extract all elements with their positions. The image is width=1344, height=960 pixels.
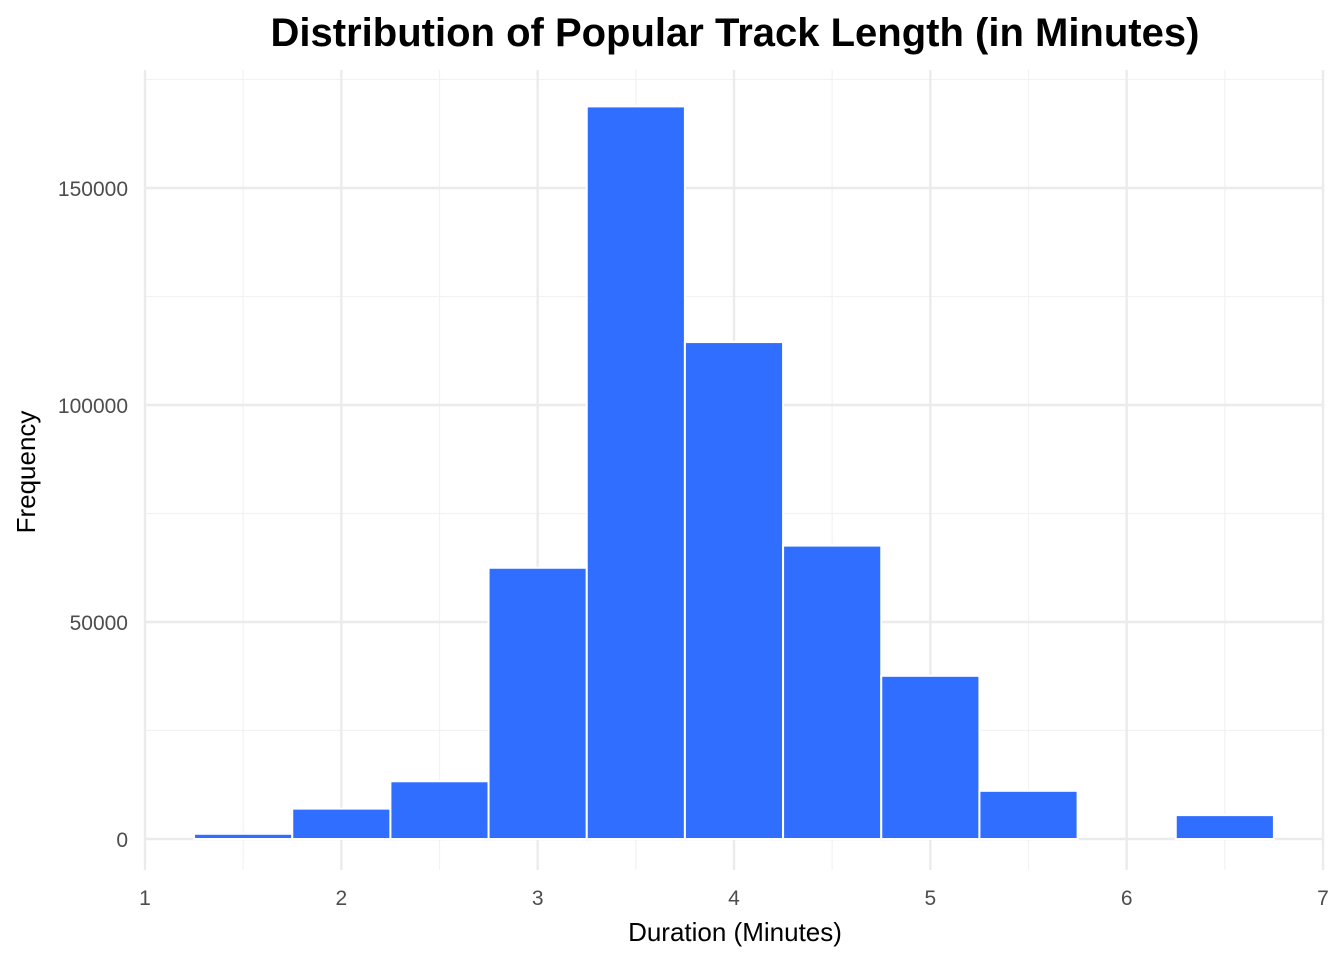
x-tick-label: 1	[139, 887, 151, 910]
x-tick-label: 7	[1317, 887, 1329, 910]
histogram-bar-11	[1174, 814, 1275, 841]
histogram-bar-2	[291, 807, 392, 840]
histogram-bar-1	[193, 832, 294, 840]
x-tick-label: 2	[335, 887, 347, 910]
y-tick-label: 100000	[58, 395, 128, 418]
chart-title: Distribution of Popular Track Length (in…	[271, 11, 1200, 55]
histogram-bar-8	[880, 674, 981, 840]
histogram-bar-7	[782, 544, 883, 841]
histogram-bar-9	[978, 789, 1079, 840]
y-tick-label: 0	[116, 829, 128, 852]
y-tick-label: 50000	[70, 612, 128, 635]
y-tick-label: 150000	[58, 178, 128, 201]
x-axis-label: Duration (Minutes)	[628, 917, 842, 947]
histogram-bars	[193, 105, 1275, 841]
x-tick-label: 4	[728, 887, 740, 910]
histogram-bar-5	[585, 105, 686, 840]
histogram-bar-4	[487, 566, 588, 840]
x-tick-label: 3	[532, 887, 544, 910]
x-tick-label: 6	[1121, 887, 1133, 910]
y-axis-label: Frequency	[11, 411, 41, 534]
x-tick-label: 5	[924, 887, 936, 910]
histogram-bar-6	[683, 341, 785, 840]
axis-ticks: 1 2 3 4 5 6 7 0 50000 100000 150000	[58, 178, 1329, 910]
histogram-bar-3	[389, 780, 490, 841]
